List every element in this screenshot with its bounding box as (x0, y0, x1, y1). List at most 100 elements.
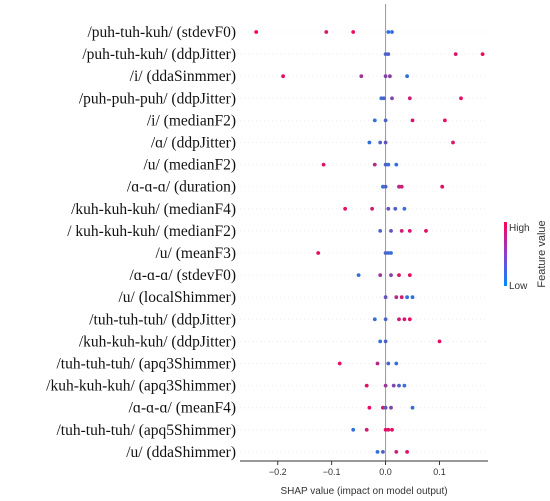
x-tick-label: 0.0 (379, 467, 392, 477)
shap-point (459, 96, 463, 101)
shap-point (389, 405, 393, 410)
shap-point (388, 74, 392, 79)
shap-point (405, 450, 409, 454)
shap-point (281, 74, 285, 79)
feature-rows (240, 31, 488, 453)
shap-point (407, 273, 412, 277)
shap-point (393, 206, 398, 211)
shap-point (407, 229, 412, 233)
x-tick-label: 0.1 (433, 467, 446, 477)
shap-point (402, 383, 407, 388)
shap-point (407, 317, 412, 322)
colorbar-gradient (504, 222, 507, 286)
shap-point (378, 229, 383, 233)
shap-point (379, 96, 384, 101)
shap-point (378, 339, 383, 344)
shap-point (383, 118, 388, 123)
x-tick-label: −0.1 (323, 467, 341, 477)
shap-point (451, 140, 455, 145)
shap-point (356, 273, 361, 277)
colorbar-title: Feature value (536, 220, 548, 287)
shap-point (394, 295, 399, 300)
feature-label: /kuh-kuh-kuh/ (ddpJitter) (79, 333, 236, 350)
feature-label: /kuh-kuh-kuh/ (apq3Shimmer) (46, 378, 236, 395)
shap-point (386, 361, 391, 366)
feature-label: /i/ (medianF2) (147, 112, 236, 129)
shap-point (410, 295, 415, 300)
shap-point (359, 74, 364, 79)
shap-point (383, 184, 388, 189)
shap-point (383, 427, 388, 432)
colorbar-high-label: High (509, 223, 530, 234)
shap-point (386, 52, 391, 56)
colorbar-low-label: Low (509, 281, 528, 292)
shap-point (383, 295, 388, 300)
shap-point (397, 184, 401, 189)
shap-point (386, 162, 391, 167)
shap-point (383, 74, 388, 79)
shap-point (453, 52, 458, 56)
shap-point (370, 206, 374, 211)
shap-point (378, 140, 383, 145)
shap-point (394, 162, 399, 167)
shap-point (397, 383, 401, 388)
shap-point (480, 52, 485, 56)
feature-label: /u/ (ddaShimmer) (126, 444, 236, 461)
data-points (254, 30, 485, 454)
shap-point (424, 229, 428, 233)
shap-point (316, 251, 321, 255)
shap-point (372, 118, 377, 123)
shap-point (402, 206, 407, 211)
shap-point (440, 184, 445, 189)
shap-point (386, 427, 391, 432)
shap-point (405, 74, 409, 79)
shap-point (343, 206, 347, 211)
x-axis-ticks: −0.2 −0.1 0.0 0.1 (269, 461, 446, 477)
shap-point (437, 339, 442, 344)
feature-label: /ɑ-ɑ-ɑ/ (duration) (127, 179, 236, 196)
shap-point (375, 450, 380, 454)
shap-point (378, 273, 383, 277)
shap-point (389, 273, 393, 277)
shap-point (407, 96, 412, 101)
shap-point (324, 30, 329, 34)
shap-point (386, 251, 391, 255)
shap-point (389, 251, 393, 255)
feature-label: /puh-tuh-kuh/ (ddpJitter) (82, 46, 236, 63)
feature-label: /u/ (medianF2) (143, 157, 236, 174)
feature-label: /ɑ/ (ddpJitter) (151, 135, 236, 152)
shap-point (397, 317, 401, 322)
feature-label: /ɑ-ɑ-ɑ/ (meanF4) (129, 400, 236, 417)
shap-point (399, 184, 404, 189)
shap-point (443, 118, 447, 123)
shap-point (383, 339, 388, 344)
feature-label: /tuh-tuh-tuh/ (apq3Shimmer) (56, 356, 236, 373)
shap-point (390, 427, 394, 432)
shap-point (364, 427, 369, 432)
x-axis-title: SHAP value (impact on model output) (280, 486, 447, 497)
shap-point (367, 140, 372, 145)
shap-point (399, 295, 404, 300)
shap-point (381, 405, 385, 410)
shap-point (397, 273, 401, 277)
shap-point (383, 317, 388, 322)
feature-label: /u/ (meanF3) (156, 245, 237, 262)
feature-label: / kuh-kuh-kuh/ (medianF2) (67, 223, 236, 240)
shap-point (383, 140, 388, 145)
shap-point (321, 162, 326, 167)
shap-point (351, 30, 356, 34)
shap-point (381, 184, 385, 189)
shap-point (372, 317, 377, 322)
shap-point (390, 30, 394, 34)
x-tick-label: −0.2 (269, 467, 287, 477)
shap-point (383, 52, 388, 56)
shap-point (367, 405, 372, 410)
feature-label: /tuh-tuh-tuh/ (ddpJitter) (89, 311, 236, 328)
shap-point (391, 383, 396, 388)
feature-labels: /puh-tuh-kuh/ (stdevF0) /puh-tuh-kuh/ (dd… (46, 24, 236, 461)
feature-label: /puh-tuh-kuh/ (stdevF0) (87, 24, 236, 41)
shap-point (382, 96, 386, 101)
feature-label: /tuh-tuh-tuh/ (apq5Shimmer) (56, 422, 236, 439)
shap-point (372, 162, 377, 167)
shap-point (254, 30, 259, 34)
